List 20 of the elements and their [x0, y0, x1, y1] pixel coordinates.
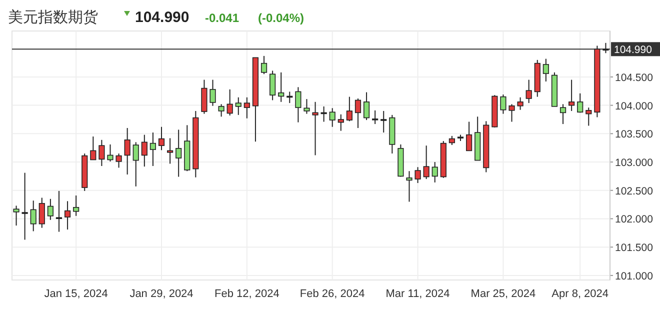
ytick: 104.500 — [615, 72, 653, 84]
ytick: 102.000 — [615, 214, 653, 226]
ytick: 104.000 — [615, 100, 653, 112]
annotation: (-0.04%) — [258, 11, 304, 25]
ytick: 103.500 — [615, 128, 653, 141]
ytick: 102.500 — [615, 185, 653, 198]
title: 美元指数期货 — [8, 9, 98, 26]
xtick: Jan 15, 2024 — [44, 288, 108, 300]
annotation: -0.041 — [205, 11, 240, 25]
xtick: Feb 12, 2024 — [214, 288, 280, 300]
ytick: 101.500 — [615, 242, 653, 254]
ytick: 103.000 — [615, 157, 653, 170]
ref-label: 104.990 — [614, 44, 652, 56]
xtick: Mar 25, 2024 — [470, 288, 536, 300]
annotation: 104.990 — [135, 9, 190, 26]
xtick: Feb 26, 2024 — [300, 288, 365, 300]
xtick: Jan 29, 2024 — [130, 288, 194, 300]
ytick: 101.000 — [615, 270, 653, 282]
xtick: Apr 8, 2024 — [552, 288, 609, 300]
xtick: Mar 11, 2024 — [386, 288, 450, 300]
